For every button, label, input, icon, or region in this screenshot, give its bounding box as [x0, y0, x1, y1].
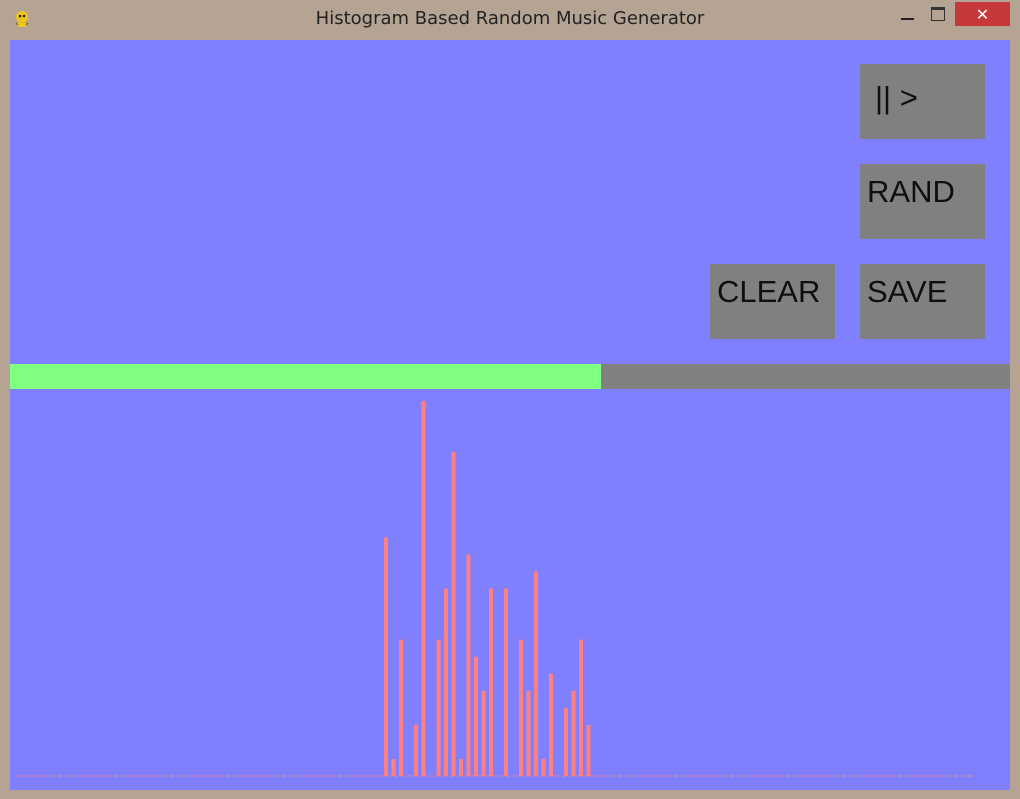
histogram-bar: [466, 554, 471, 776]
play-pause-button[interactable]: || >: [860, 64, 985, 139]
histogram-bar: [571, 690, 576, 776]
histogram-chart[interactable]: [10, 389, 1010, 790]
histogram-bar: [481, 690, 486, 776]
minimize-button[interactable]: [890, 2, 924, 26]
histogram-bar: [526, 690, 531, 776]
window-title: Histogram Based Random Music Generator: [315, 8, 705, 29]
histogram-bar: [451, 452, 456, 776]
histogram-bar: [474, 656, 478, 776]
maximize-button[interactable]: [924, 2, 952, 26]
histogram-bar: [489, 588, 493, 776]
histogram-bar: [504, 588, 508, 776]
app-canvas: || > RAND CLEAR SAVE: [10, 40, 1010, 790]
histogram-bar: [384, 537, 388, 776]
histogram-bar: [399, 639, 403, 776]
close-icon: ✕: [975, 4, 990, 24]
histogram-bar: [534, 571, 538, 776]
save-button[interactable]: SAVE: [860, 264, 985, 339]
progress-track: [10, 364, 1010, 389]
clear-button[interactable]: CLEAR: [710, 264, 835, 339]
histogram-bar: [444, 588, 448, 776]
close-button[interactable]: ✕: [955, 2, 1010, 26]
progress-fill: [10, 364, 601, 389]
histogram-bar: [549, 673, 553, 776]
histogram-bar: [541, 758, 546, 776]
histogram-bar: [586, 724, 591, 776]
random-button[interactable]: RAND: [860, 164, 985, 239]
minimize-icon: [900, 18, 914, 20]
histogram-bar: [519, 639, 523, 776]
histogram-bar: [564, 707, 568, 776]
histogram-bar: [391, 758, 396, 776]
histogram-bar: [421, 401, 426, 776]
histogram-bar: [414, 724, 418, 776]
histogram-bar: [436, 639, 441, 776]
pygame-snake-icon: [15, 11, 29, 27]
maximize-icon: [931, 7, 945, 21]
histogram-bar: [579, 639, 583, 776]
title-bar: Histogram Based Random Music Generator ✕: [0, 0, 1020, 38]
histogram-bar: [459, 758, 463, 776]
